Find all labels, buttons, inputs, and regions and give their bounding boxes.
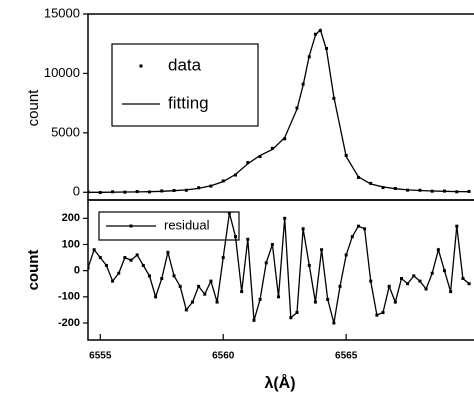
- data-point: [424, 287, 428, 291]
- x-tick-label: 6560: [212, 351, 235, 362]
- y-tick-label: 5000: [51, 124, 80, 139]
- y-tick-label: 100: [62, 238, 80, 250]
- data-point: [209, 279, 213, 283]
- legend-label: data: [168, 55, 202, 74]
- y-axis-label: count: [25, 89, 42, 127]
- data-point: [135, 253, 139, 257]
- data-point: [166, 250, 170, 254]
- data-point: [313, 300, 317, 304]
- plot-area: [88, 28, 471, 195]
- legend-label: residual: [164, 217, 210, 232]
- data-point: [258, 297, 262, 301]
- y-tick-label: 200: [62, 212, 80, 224]
- data-point: [399, 277, 403, 281]
- data-point: [141, 263, 145, 267]
- data-point: [117, 271, 121, 275]
- x-axis-label: λ(Å): [264, 373, 295, 392]
- y-tick-label: -100: [58, 291, 80, 303]
- bottom-frame: [87, 199, 474, 341]
- legend-label: fitting: [168, 93, 209, 112]
- data-point: [98, 256, 102, 260]
- data-point: [393, 300, 397, 304]
- data-point: [467, 282, 471, 286]
- data-point: [154, 295, 158, 299]
- y-tick-label: 15000: [44, 5, 80, 20]
- data-point: [111, 279, 115, 283]
- series-line: [88, 28, 470, 193]
- data-point: [418, 279, 422, 283]
- data-point: [234, 235, 238, 239]
- data-point: [190, 300, 194, 304]
- data-point: [184, 308, 188, 312]
- data-point: [88, 266, 90, 270]
- data-point: [277, 295, 281, 299]
- data-point: [215, 300, 219, 304]
- data-point: [436, 248, 440, 252]
- data-point: [160, 277, 164, 281]
- legend-marker: [129, 224, 133, 228]
- data-point: [240, 290, 244, 294]
- legend-box: [111, 43, 259, 127]
- data-point: [252, 318, 256, 322]
- y-tick-label: 0: [73, 184, 80, 199]
- y-tick-label: 10000: [44, 65, 80, 80]
- data-point: [301, 227, 305, 231]
- x-tick-label: 6565: [335, 351, 358, 362]
- data-point: [295, 311, 299, 315]
- data-point: [92, 248, 96, 252]
- data-point: [381, 311, 385, 315]
- data-point: [283, 216, 287, 220]
- data-point: [338, 284, 342, 288]
- data-point: [375, 313, 379, 317]
- y-axis-label: count: [25, 250, 42, 291]
- data-point: [227, 211, 231, 215]
- data-point: [246, 237, 250, 241]
- y-tick-label: 0: [74, 265, 80, 277]
- data-point: [320, 248, 324, 252]
- y-tick-label: -200: [58, 317, 80, 329]
- data-point: [430, 271, 434, 275]
- data-point: [289, 316, 293, 320]
- data-point: [123, 256, 127, 260]
- data-point: [147, 274, 151, 278]
- data-point: [412, 274, 416, 278]
- data-point: [369, 279, 373, 283]
- plot-area: [88, 211, 471, 325]
- data-point: [332, 321, 336, 325]
- data-point: [129, 258, 133, 262]
- data-point: [264, 261, 268, 265]
- data-point: [356, 224, 360, 228]
- data-point: [104, 263, 108, 267]
- data-point: [461, 277, 465, 281]
- data-point: [387, 284, 391, 288]
- data-point: [406, 282, 410, 286]
- x-tick-label: 6555: [89, 351, 112, 362]
- data-point: [313, 32, 317, 36]
- data-point: [172, 274, 176, 278]
- data-point: [455, 224, 459, 228]
- data-point: [442, 269, 446, 273]
- data-point: [270, 146, 274, 150]
- data-point: [307, 263, 311, 267]
- data-point: [203, 292, 207, 296]
- data-point: [270, 242, 274, 246]
- data-point: [344, 253, 348, 257]
- data-point: [350, 235, 354, 239]
- data-point: [449, 290, 453, 294]
- data-point: [178, 284, 182, 288]
- data-point: [326, 297, 330, 301]
- data-point: [221, 256, 225, 260]
- legend-marker: [139, 64, 143, 68]
- data-point: [246, 161, 250, 165]
- data-point: [258, 155, 262, 159]
- data-point: [283, 137, 287, 141]
- data-point: [197, 284, 201, 288]
- data-point: [363, 227, 367, 231]
